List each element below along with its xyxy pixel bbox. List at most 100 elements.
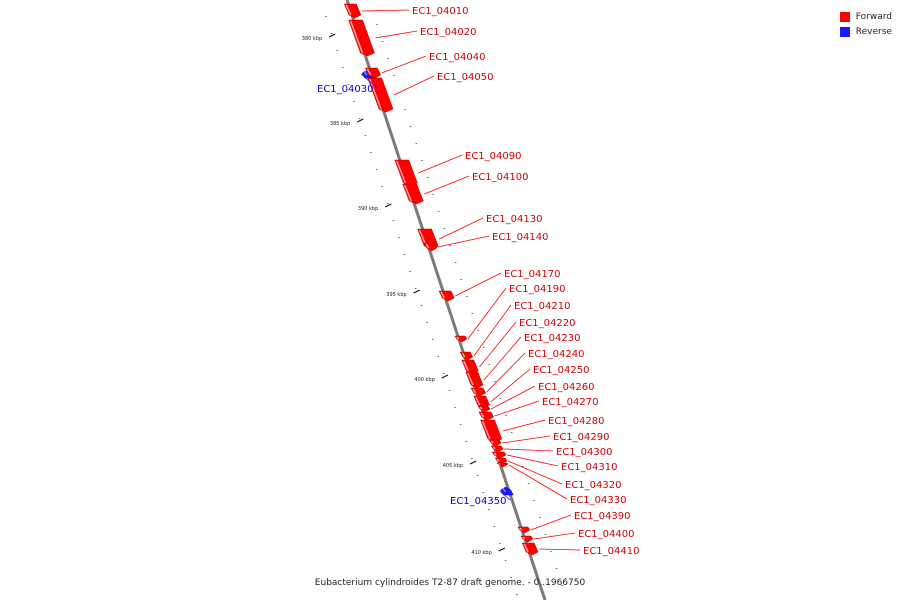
gene-label: EC1_04010 <box>412 6 468 17</box>
gene-label: EC1_04040 <box>429 52 485 63</box>
gene-highlight <box>519 527 523 531</box>
leader-line <box>479 321 517 368</box>
gene-EC1_04330 <box>496 462 509 468</box>
gene-highlight <box>479 406 483 410</box>
tick-label: 380 kbp <box>302 36 322 42</box>
major-tick <box>441 374 449 379</box>
gene-label: EC1_04350 <box>450 496 506 507</box>
gene-label: EC1_04270 <box>542 397 598 408</box>
minor-tick <box>488 509 490 510</box>
gene-label: EC1_04050 <box>437 72 493 83</box>
leader-line <box>539 548 581 551</box>
gene-EC1_04270 <box>478 411 494 421</box>
gene-highlight <box>522 536 526 540</box>
minor-tick <box>387 58 389 59</box>
minor-tick <box>381 41 384 42</box>
gene-label: EC1_04130 <box>486 214 542 225</box>
gene-highlight <box>425 243 430 249</box>
minor-tick <box>404 109 406 110</box>
minor-tick <box>510 432 513 433</box>
gene-highlight <box>493 452 497 456</box>
minor-tick <box>393 75 395 76</box>
minor-tick <box>454 262 457 263</box>
leader-line <box>508 464 568 500</box>
gene-label: EC1_04300 <box>556 447 612 458</box>
major-tick <box>413 289 420 294</box>
legend-forward: Forward <box>839 9 892 24</box>
minor-tick <box>522 466 524 467</box>
gene-label: EC1_04190 <box>509 284 565 295</box>
gene-highlight <box>349 20 364 54</box>
gene-leader-lines <box>360 9 581 551</box>
minor-tick <box>443 228 446 229</box>
gene-label: EC1_04320 <box>565 480 621 491</box>
minor-tick <box>325 16 327 17</box>
leader-line <box>439 217 484 240</box>
gene-highlight <box>523 543 529 553</box>
gene-label: EC1_04170 <box>504 269 560 280</box>
tick-label: 410 kbp <box>471 550 491 556</box>
gene-highlight <box>440 291 445 299</box>
major-tick <box>469 460 477 465</box>
minor-tick <box>438 211 440 212</box>
major-tick <box>328 33 336 38</box>
gene-EC1_04100 <box>402 183 424 205</box>
gene-highlight <box>480 412 485 418</box>
leader-line <box>490 368 531 403</box>
major-tick <box>498 547 506 552</box>
minor-tick <box>499 398 502 399</box>
minor-tick <box>460 279 462 280</box>
leader-line <box>507 454 559 467</box>
gene-EC1_04300 <box>490 445 504 453</box>
minor-tick <box>342 67 344 68</box>
minor-tick <box>488 364 490 365</box>
gene-EC1_04050 <box>367 77 394 113</box>
minor-ticks <box>325 16 563 595</box>
gene-label: EC1_04230 <box>524 333 580 344</box>
minor-tick <box>387 203 389 204</box>
major-ticks: 380 kbp 385 kbp 390 kbp 395 kbp 400 kbp 405 k… <box>302 33 506 556</box>
minor-tick <box>459 424 462 425</box>
minor-tick <box>426 322 428 323</box>
minor-tick <box>493 526 496 527</box>
minor-tick <box>477 330 479 331</box>
leader-line <box>361 9 410 12</box>
gene-EC1_04010 <box>343 3 362 19</box>
minor-tick <box>375 169 378 170</box>
leader-line <box>490 385 536 410</box>
gene-EC1_04240 <box>470 387 487 397</box>
leader-line <box>393 75 435 96</box>
legend-reverse-label: Reverse <box>855 26 892 37</box>
leader-line <box>507 460 563 485</box>
minor-tick <box>561 585 563 586</box>
leader-line <box>418 154 463 174</box>
minor-tick <box>466 296 468 297</box>
minor-tick <box>353 101 355 102</box>
gene-label: EC1_04020 <box>420 27 476 38</box>
gene-highlight <box>496 458 500 462</box>
leader-line <box>467 287 507 340</box>
leader-line <box>360 73 378 89</box>
tick-label: 385 kbp <box>330 121 350 127</box>
gene-highlight <box>461 352 466 358</box>
leader-line <box>533 532 576 540</box>
minor-tick <box>510 577 512 578</box>
minor-tick <box>364 135 367 136</box>
minor-tick <box>415 143 418 144</box>
minor-tick <box>544 534 547 535</box>
minor-tick <box>392 220 395 221</box>
gene-label: EC1_04290 <box>553 432 609 443</box>
gene-EC1_04260 <box>477 405 491 413</box>
minor-tick <box>482 492 484 493</box>
leader-line <box>502 435 551 444</box>
minor-tick <box>347 84 350 85</box>
gene-EC1_04310 <box>491 451 507 459</box>
tick-label: 400 kbp <box>414 377 434 383</box>
major-tick <box>385 203 392 208</box>
leader-line <box>502 419 546 432</box>
gene-highlight <box>366 68 372 76</box>
gene-label: EC1_04310 <box>561 462 617 473</box>
gene-label: EC1_04260 <box>538 382 594 393</box>
minor-tick <box>370 152 372 153</box>
